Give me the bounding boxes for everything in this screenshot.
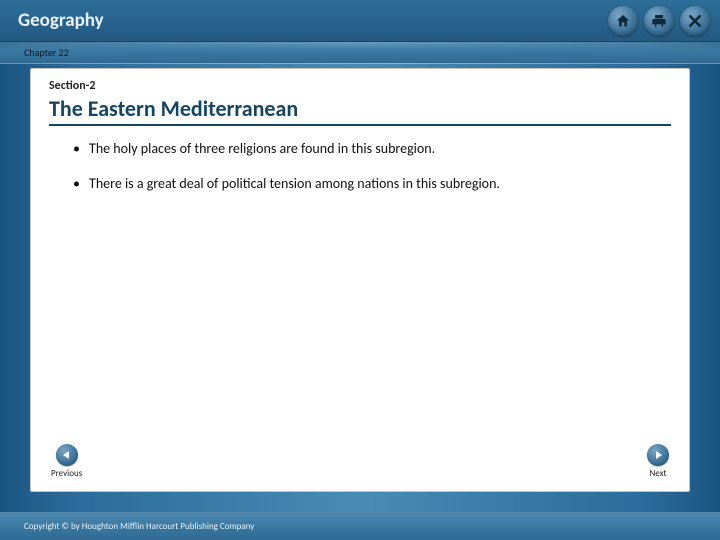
section-title: The Eastern Mediterranean xyxy=(49,95,671,126)
close-icon[interactable] xyxy=(680,6,710,36)
print-icon[interactable] xyxy=(644,6,674,36)
header-bar: Geography xyxy=(0,0,720,42)
previous-arrow-icon xyxy=(56,444,78,466)
content-panel: Section-2 The Eastern Mediterranean The … xyxy=(30,68,690,492)
bullet-list: The holy places of three religions are f… xyxy=(49,140,671,210)
page-title: Geography xyxy=(18,9,104,32)
copyright-text: Copyright © by Houghton Mifflin Harcourt… xyxy=(24,521,254,532)
home-icon[interactable] xyxy=(608,6,638,36)
footer-bar: Copyright © by Houghton Mifflin Harcourt… xyxy=(0,512,720,540)
next-button[interactable]: Next xyxy=(647,444,669,479)
list-item: The holy places of three religions are f… xyxy=(89,140,671,157)
chapter-label: Chapter 22 xyxy=(0,42,720,64)
previous-button[interactable]: Previous xyxy=(51,444,82,479)
header-icon-group xyxy=(608,6,710,36)
section-label: Section-2 xyxy=(49,79,671,93)
next-arrow-icon xyxy=(647,444,669,466)
next-label: Next xyxy=(649,468,666,479)
list-item: There is a great deal of political tensi… xyxy=(89,175,671,192)
previous-label: Previous xyxy=(51,468,82,479)
nav-row: Previous Next xyxy=(49,444,671,481)
